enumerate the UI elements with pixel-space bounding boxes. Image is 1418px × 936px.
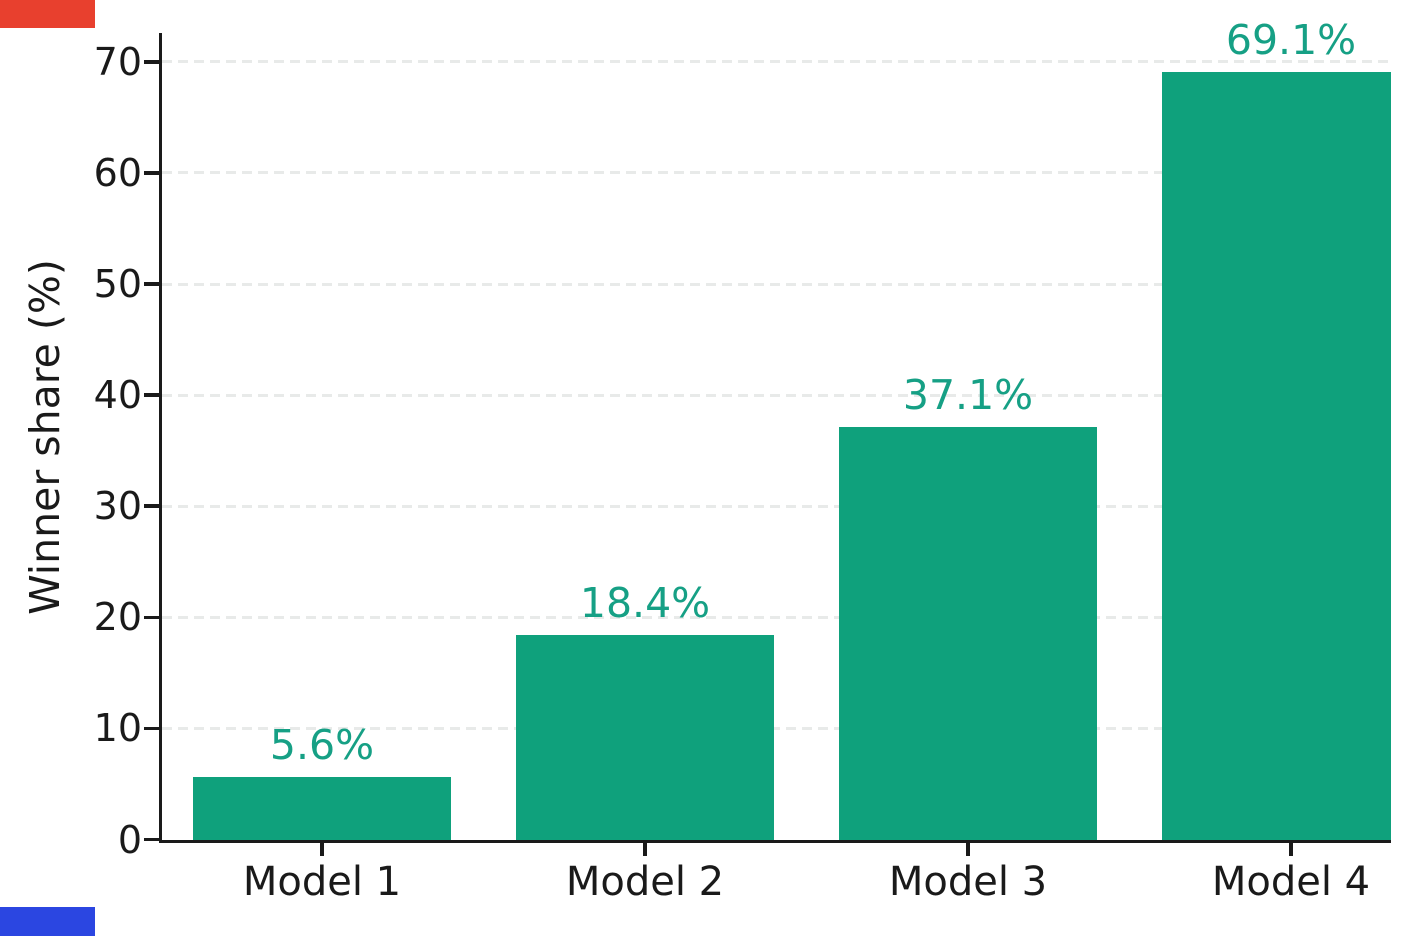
x-tick-mark: [643, 842, 647, 856]
gridline: [161, 282, 1391, 286]
y-tick-mark: [144, 60, 159, 64]
bar: [192, 777, 451, 840]
y-axis-title: Winner share (%): [21, 259, 69, 615]
gridline: [161, 171, 1391, 175]
y-tick-label: 10: [93, 706, 142, 751]
gridline: [161, 504, 1391, 508]
gridline: [161, 726, 1391, 730]
red-corner-marker: [0, 0, 95, 28]
bar-value-label: 18.4%: [579, 579, 711, 628]
y-tick-label: 50: [93, 262, 142, 307]
y-tick-label: 30: [93, 484, 142, 529]
y-tick-mark: [144, 171, 159, 175]
bar: [515, 635, 774, 840]
y-tick-label: 20: [93, 595, 142, 640]
x-tick-label: Model 3: [888, 859, 1048, 905]
bar: [838, 427, 1097, 840]
y-tick-mark: [144, 837, 159, 842]
y-tick-label: 0: [117, 817, 142, 862]
y-tick-label: 60: [93, 150, 142, 195]
x-tick-label: Model 2: [565, 859, 725, 905]
x-tick-mark: [966, 842, 970, 856]
bar-value-label: 37.1%: [902, 371, 1034, 420]
gridline: [161, 60, 1391, 64]
y-tick-mark: [144, 504, 159, 508]
bar-value-label: 69.1%: [1225, 15, 1357, 64]
y-tick-mark: [144, 393, 159, 397]
blue-corner-marker: [0, 907, 95, 936]
y-tick-mark: [144, 726, 159, 731]
bar-value-label: 5.6%: [269, 721, 375, 770]
y-tick-mark: [144, 282, 159, 286]
x-tick-mark: [1289, 842, 1293, 856]
y-tick-label: 70: [93, 39, 142, 84]
x-tick-label: Model 1: [242, 859, 402, 905]
bar: [1161, 71, 1391, 840]
y-tick-label: 40: [93, 373, 142, 418]
x-tick-mark: [320, 842, 324, 856]
y-tick-mark: [144, 615, 159, 620]
plot-area: [158, 33, 1391, 843]
x-tick-label: Model 4: [1211, 859, 1371, 905]
gridline: [161, 615, 1391, 619]
gridline: [161, 393, 1391, 397]
